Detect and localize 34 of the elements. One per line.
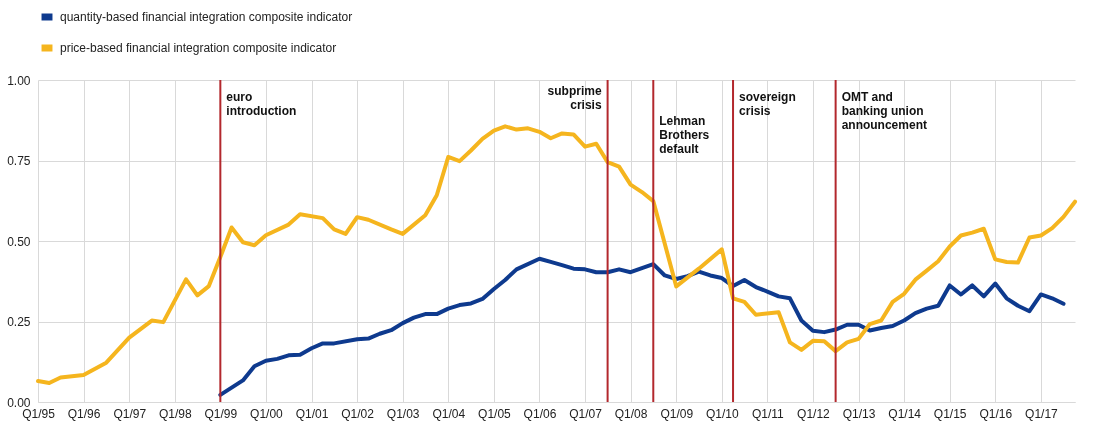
x-tick-label: Q1/17 [1025,406,1059,421]
x-tick-label: Q1/06 [523,406,557,421]
line-series [218,256,1066,397]
x-tick-label: Q1/99 [204,406,238,421]
x-tick-label: Q1/04 [432,406,466,421]
x-tick-label: Q1/10 [705,406,739,421]
x-tick-label: Q1/14 [888,406,922,421]
x-tick-label: Q1/00 [250,406,284,421]
x-tick-label: Q1/03 [386,406,420,421]
x-tick-label: Q1/13 [842,406,876,421]
y-tick-label: 1.00 [7,73,31,88]
ref-line-label: sovereign crisis [739,90,796,118]
x-tick-label: Q1/08 [614,406,648,421]
y-tick-label: 0.75 [7,154,31,168]
legend-label: quantity-based financial integration composite indicator [60,10,353,24]
x-tick-label: Q1/16 [979,406,1013,421]
y-tick-label: 0.50 [7,234,31,249]
ref-line-label: subprime crisis [547,84,602,112]
ref-line-label: OMT and banking union announcement [841,90,927,132]
x-tick-label: Q1/02 [341,406,375,421]
ref-line-label: Lehman Brothers default [659,113,710,156]
x-tick-label: Q1/96 [67,406,101,421]
legend-label: price-based financial integration composite indicator [60,41,337,55]
y-tick-label: 0.25 [7,315,31,329]
x-tick-label: Q1/97 [113,406,147,421]
x-tick-label: Q1/98 [158,406,192,421]
x-tick-label: Q1/11 [751,406,785,421]
x-tick-label: Q1/09 [660,406,694,421]
x-tick-label: Q1/01 [295,406,329,421]
x-tick-label: Q1/12 [797,406,831,421]
ref-line-label: euro introduction [226,90,297,118]
x-tick-label: Q1/05 [478,406,512,421]
x-tick-label: Q1/15 [933,406,967,421]
x-tick-label: Q1/07 [569,406,603,421]
